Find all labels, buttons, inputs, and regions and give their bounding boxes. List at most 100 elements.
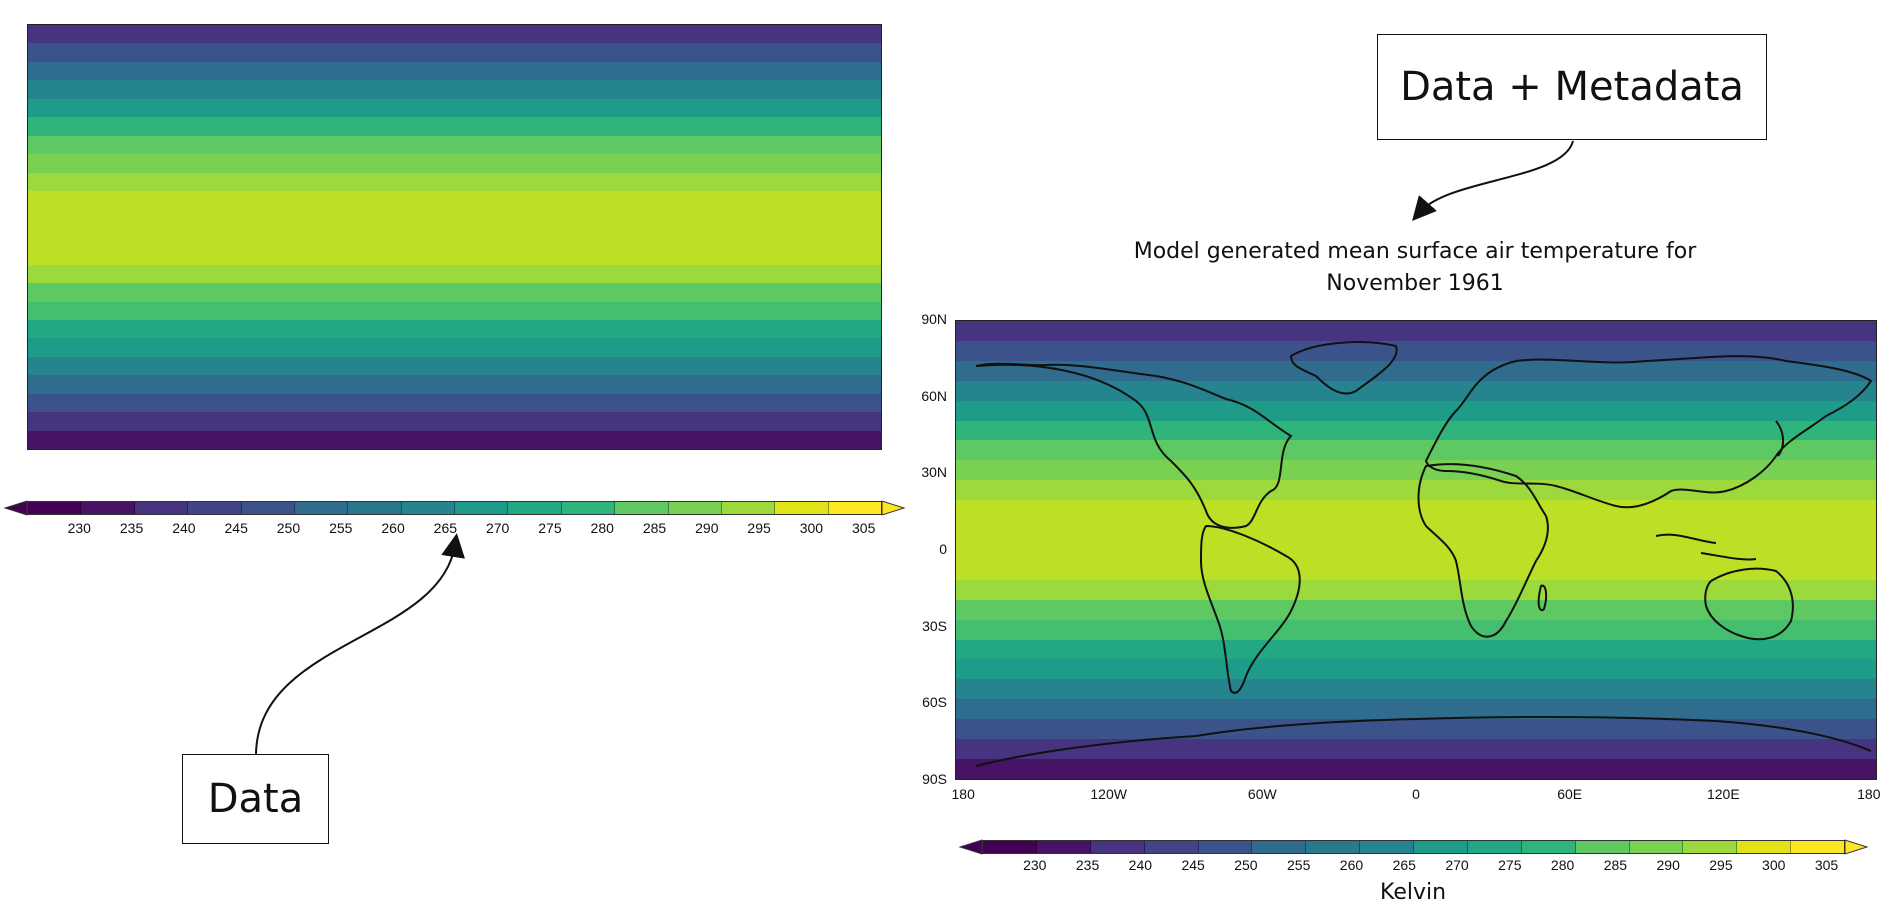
map-title-line2: November 1961 [1326, 271, 1504, 296]
data-annotation-text: Data [207, 776, 304, 822]
map-heatmap-bands [956, 321, 1876, 779]
left-colorbar-bar [27, 501, 882, 515]
heatmap-band [956, 520, 1876, 540]
colorbar-segment [134, 502, 189, 514]
colorbar-tick-label: 255 [329, 520, 353, 536]
colorbar-tick-label: 230 [1023, 857, 1047, 873]
colorbar-tick-label: 275 [1498, 857, 1522, 873]
data-annotation-box: Data [182, 754, 329, 844]
heatmap-band [956, 679, 1876, 700]
map-colorbar-max-arrow [1844, 839, 1869, 855]
colorbar-tick-label: 280 [590, 520, 614, 536]
latitude-tick: 30S [922, 617, 947, 634]
colorbar-segment [775, 502, 829, 514]
colorbar-tick-label: 230 [67, 520, 91, 536]
colorbar-segment [1737, 841, 1792, 853]
colorbar-segment [668, 502, 722, 514]
heatmap-band [956, 539, 1876, 560]
colorbar-tick-label: 295 [1709, 857, 1733, 873]
colorbar-segment [1521, 841, 1576, 853]
heatmap-band [28, 393, 881, 413]
heatmap-band [956, 420, 1876, 441]
colorbar-tick-label: 235 [119, 520, 144, 536]
heatmap-band [28, 154, 881, 173]
colorbar-tick-label: 235 [1075, 857, 1100, 873]
latitude-tick: 0 [939, 541, 947, 557]
colorbar-tick-label: 295 [747, 520, 771, 536]
colorbar-segment [508, 502, 562, 514]
colorbar-segment [1198, 841, 1253, 853]
heatmap-band [28, 283, 881, 302]
heatmap-band [956, 340, 1876, 361]
colorbar-tick-label: 300 [1762, 857, 1786, 873]
heatmap-band [28, 190, 881, 210]
colorbar-segment [1791, 841, 1844, 853]
latitude-tick: 90S [922, 771, 947, 787]
colorbar-tick-label: 285 [1603, 857, 1628, 873]
colorbar-tick-label: 300 [799, 520, 824, 536]
heatmap-band [956, 460, 1876, 481]
colorbar-segment [1252, 841, 1307, 853]
latitude-tick-labels: 90N 60N 30N 0 30S 60S 90S [905, 311, 953, 787]
heatmap-band [956, 380, 1876, 401]
heatmap-band [28, 430, 881, 449]
colorbar-segment [983, 841, 1037, 853]
heatmap-band [956, 739, 1876, 759]
colorbar-tick-label: 245 [224, 520, 248, 536]
heatmap-band [28, 98, 881, 118]
longitude-tick: 180 [951, 786, 975, 802]
heatmap-band [956, 599, 1876, 620]
colorbar-tick-label: 250 [276, 520, 301, 536]
colorbar-segment [1144, 841, 1199, 853]
heatmap-band [28, 80, 881, 99]
left-colorbar-ticks: 230 235 240 245 250 255 260 265 270 275 280 285 290 2… [27, 520, 882, 540]
colorbar-tick-label: 260 [1339, 857, 1364, 873]
heatmap-band [956, 360, 1876, 381]
colorbar-tick-label: 265 [433, 520, 458, 536]
colorbar-tick-label: 285 [642, 520, 667, 536]
heatmap-band [956, 699, 1876, 720]
heatmap-band [28, 264, 881, 284]
colorbar-tick-label: 290 [1656, 857, 1680, 873]
colorbar-segment [455, 502, 509, 514]
longitude-tick: 120E [1706, 786, 1740, 802]
longitude-tick: 60W [1247, 786, 1277, 802]
map-colorbar [958, 839, 1869, 855]
colorbar-segment [721, 502, 776, 514]
heatmap-band [956, 758, 1876, 779]
map-title: Model generated mean surface air tempera… [1060, 236, 1770, 300]
colorbar-segment [1575, 841, 1630, 853]
temperature-map [955, 320, 1877, 780]
colorbar-tick-label: 270 [1445, 857, 1469, 873]
raw-data-heatmap [27, 24, 882, 450]
heatmap-band [28, 61, 881, 81]
metadata-annotation-text: Data + Metadata [1400, 64, 1744, 110]
heatmap-bands [28, 25, 881, 449]
colorbar-segment [188, 502, 242, 514]
heatmap-band [956, 440, 1876, 461]
heatmap-band [28, 227, 881, 247]
heatmap-band [28, 301, 881, 320]
heatmap-band [28, 320, 881, 339]
latitude-tick: 60S [922, 694, 947, 711]
colorbar-tick-label: 280 [1550, 857, 1575, 873]
colorbar-tick-label: 275 [538, 520, 562, 536]
heatmap-band [956, 579, 1876, 600]
colorbar-segment [1306, 841, 1361, 853]
map-colorbar-min-arrow [958, 839, 983, 855]
colorbar-segment [561, 502, 616, 514]
longitude-tick: 120W [1090, 786, 1127, 802]
heatmap-band [28, 375, 881, 394]
heatmap-band [956, 659, 1876, 680]
map-colorbar-ticks: 230 235 240 245 250 255 260 265 270 275 280 285 290 2… [982, 857, 1845, 877]
colorbar-segment [1360, 841, 1414, 853]
heatmap-band [956, 719, 1876, 740]
colorbar-tick-label: 245 [1181, 857, 1205, 873]
longitude-tick: 180 [1857, 786, 1881, 802]
heatmap-band [956, 619, 1876, 640]
heatmap-band [28, 172, 881, 191]
heatmap-band [956, 500, 1876, 521]
colorbar-tick-label: 260 [381, 520, 405, 536]
heatmap-band [28, 25, 881, 44]
heatmap-band [28, 135, 881, 155]
